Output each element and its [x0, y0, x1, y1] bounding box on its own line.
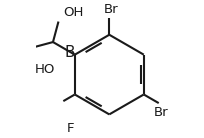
Text: Br: Br [154, 106, 168, 119]
Text: OH: OH [63, 6, 84, 19]
Text: HO: HO [35, 63, 55, 76]
Text: Br: Br [103, 2, 118, 15]
Text: B: B [64, 45, 75, 60]
Text: F: F [66, 122, 74, 135]
